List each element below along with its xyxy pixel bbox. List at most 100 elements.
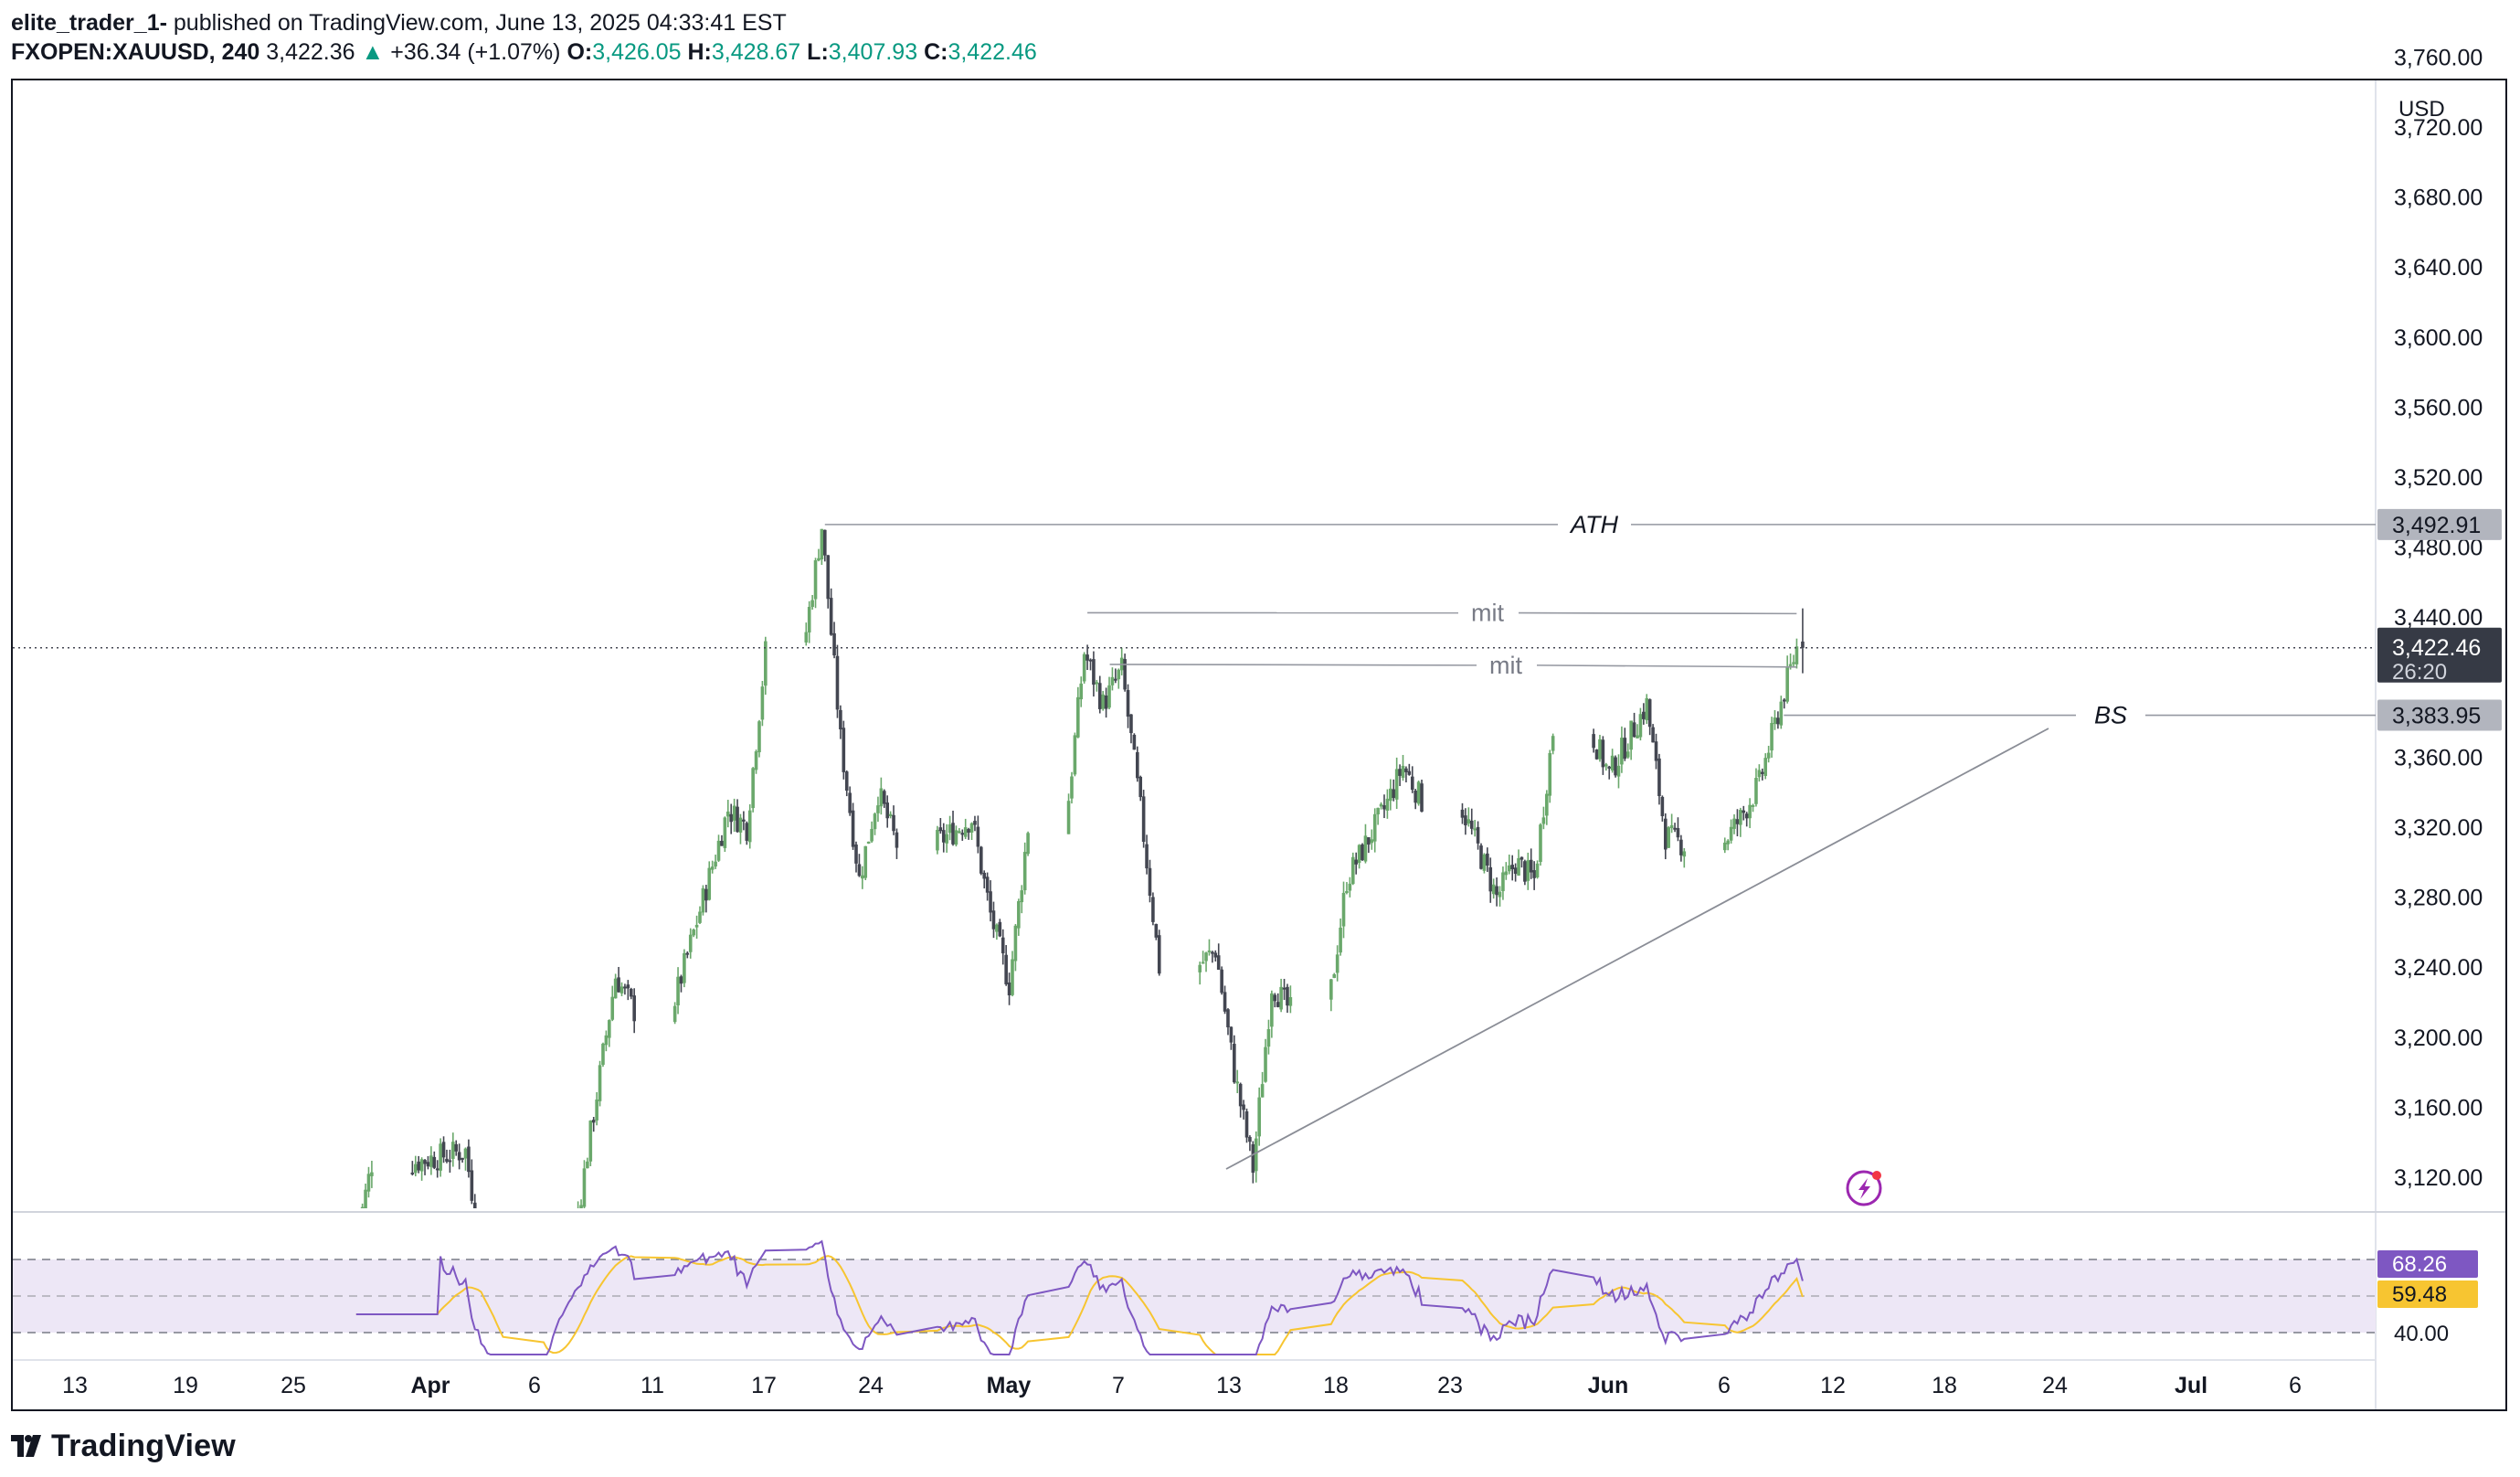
candle <box>1136 746 1139 782</box>
candle <box>1601 736 1605 775</box>
candle <box>1020 885 1024 914</box>
candle <box>1464 808 1467 835</box>
candle <box>807 600 811 643</box>
candle <box>707 861 712 901</box>
candle <box>1013 923 1018 972</box>
candle <box>954 825 958 847</box>
time-tick: 25 <box>281 1373 306 1398</box>
rsi-ma-line <box>355 1255 1804 1355</box>
candle <box>1070 771 1074 804</box>
candle <box>716 834 721 862</box>
candle <box>1660 795 1665 822</box>
candle <box>1335 945 1339 982</box>
candle <box>1404 766 1408 783</box>
time-axis[interactable]: 13 19 25 Apr 6 11 17 24 May 7 13 18 23 Jun 6 12 18 24 Jul 6 <box>62 1373 2302 1398</box>
time-tick: May <box>987 1373 1032 1398</box>
candle <box>1519 856 1524 868</box>
candle <box>1722 837 1727 854</box>
candle <box>1129 714 1133 744</box>
brand-name[interactable]: TradingView <box>51 1428 236 1463</box>
svg-text:3,492.91: 3,492.91 <box>2392 513 2481 538</box>
rsi-layer <box>355 1239 1804 1355</box>
drawings-layer[interactable]: ATH mit mit BS <box>13 511 2376 1170</box>
candle <box>839 705 842 739</box>
candle <box>1372 808 1377 853</box>
candle <box>467 1139 471 1178</box>
candle <box>1726 839 1730 851</box>
candle <box>1679 834 1683 862</box>
candle <box>1594 749 1599 760</box>
candle <box>742 811 746 831</box>
candle <box>1610 749 1615 773</box>
candle <box>423 1159 427 1175</box>
tradingview-logo[interactable] <box>11 1435 44 1457</box>
candle <box>623 983 627 995</box>
candle <box>608 1019 611 1047</box>
candle <box>804 622 809 646</box>
mit-line-2[interactable] <box>1109 664 1477 666</box>
candle <box>842 720 846 780</box>
candle <box>729 803 733 834</box>
candle <box>1491 878 1496 899</box>
ascending-trendline[interactable] <box>1225 728 2049 1170</box>
candle <box>698 906 702 925</box>
candle <box>1073 732 1077 777</box>
last-price-value: 3,422.46 <box>2392 635 2481 661</box>
candle <box>1329 979 1333 1012</box>
candle <box>1592 728 1595 753</box>
candle <box>866 841 871 845</box>
candle <box>1363 824 1368 864</box>
candle <box>1607 765 1612 780</box>
symbol-label[interactable]: FXOPEN:XAUUSD, 240 <box>11 39 260 65</box>
candle <box>1282 978 1286 1001</box>
candle <box>879 777 884 815</box>
candle <box>844 770 849 797</box>
mit-line-1-right[interactable] <box>1518 611 1797 615</box>
candle <box>1523 859 1527 886</box>
candle <box>1420 779 1424 813</box>
time-tick: 19 <box>173 1373 198 1398</box>
candle <box>461 1157 464 1163</box>
candle <box>1548 749 1552 803</box>
candle <box>1279 978 1283 1013</box>
candle <box>1545 790 1549 825</box>
candle <box>848 786 852 816</box>
candle <box>1198 962 1202 985</box>
close-value: 3,422.46 <box>948 39 1037 65</box>
candle <box>1132 733 1137 750</box>
candle <box>1532 861 1536 890</box>
candle <box>1751 803 1755 813</box>
candle <box>463 1147 468 1171</box>
candle <box>586 1157 589 1169</box>
price-tick: 3,600.00 <box>2394 325 2483 351</box>
candle <box>1460 802 1465 824</box>
candle <box>1410 766 1414 793</box>
candle <box>723 816 727 853</box>
candle <box>1770 717 1774 758</box>
author-name[interactable]: elite_trader_1- <box>11 10 167 36</box>
price-axis[interactable]: USD 3,760.00 3,720.00 3,680.00 3,640.00 3,600… <box>2377 45 2502 1346</box>
candle <box>1339 918 1342 956</box>
candle <box>873 812 877 835</box>
candle <box>1398 764 1402 787</box>
candle <box>945 824 948 853</box>
candle <box>1244 1108 1249 1143</box>
candle <box>832 622 836 659</box>
candle <box>1101 690 1105 711</box>
candle <box>969 822 974 841</box>
time-tick: 7 <box>1112 1373 1125 1398</box>
candle <box>595 1091 598 1126</box>
time-tick: 13 <box>1216 1373 1242 1398</box>
ath-price-badge: 3,492.91 <box>2377 508 2502 540</box>
open-value: 3,426.05 <box>592 39 682 65</box>
candle <box>692 928 695 938</box>
candle <box>958 828 961 834</box>
candle <box>985 872 990 901</box>
time-tick: 23 <box>1437 1373 1463 1398</box>
candle <box>419 1157 424 1181</box>
mit-line-2-right[interactable] <box>1536 664 1797 668</box>
candle <box>1107 676 1111 710</box>
flash-icon[interactable] <box>1846 1170 1882 1206</box>
